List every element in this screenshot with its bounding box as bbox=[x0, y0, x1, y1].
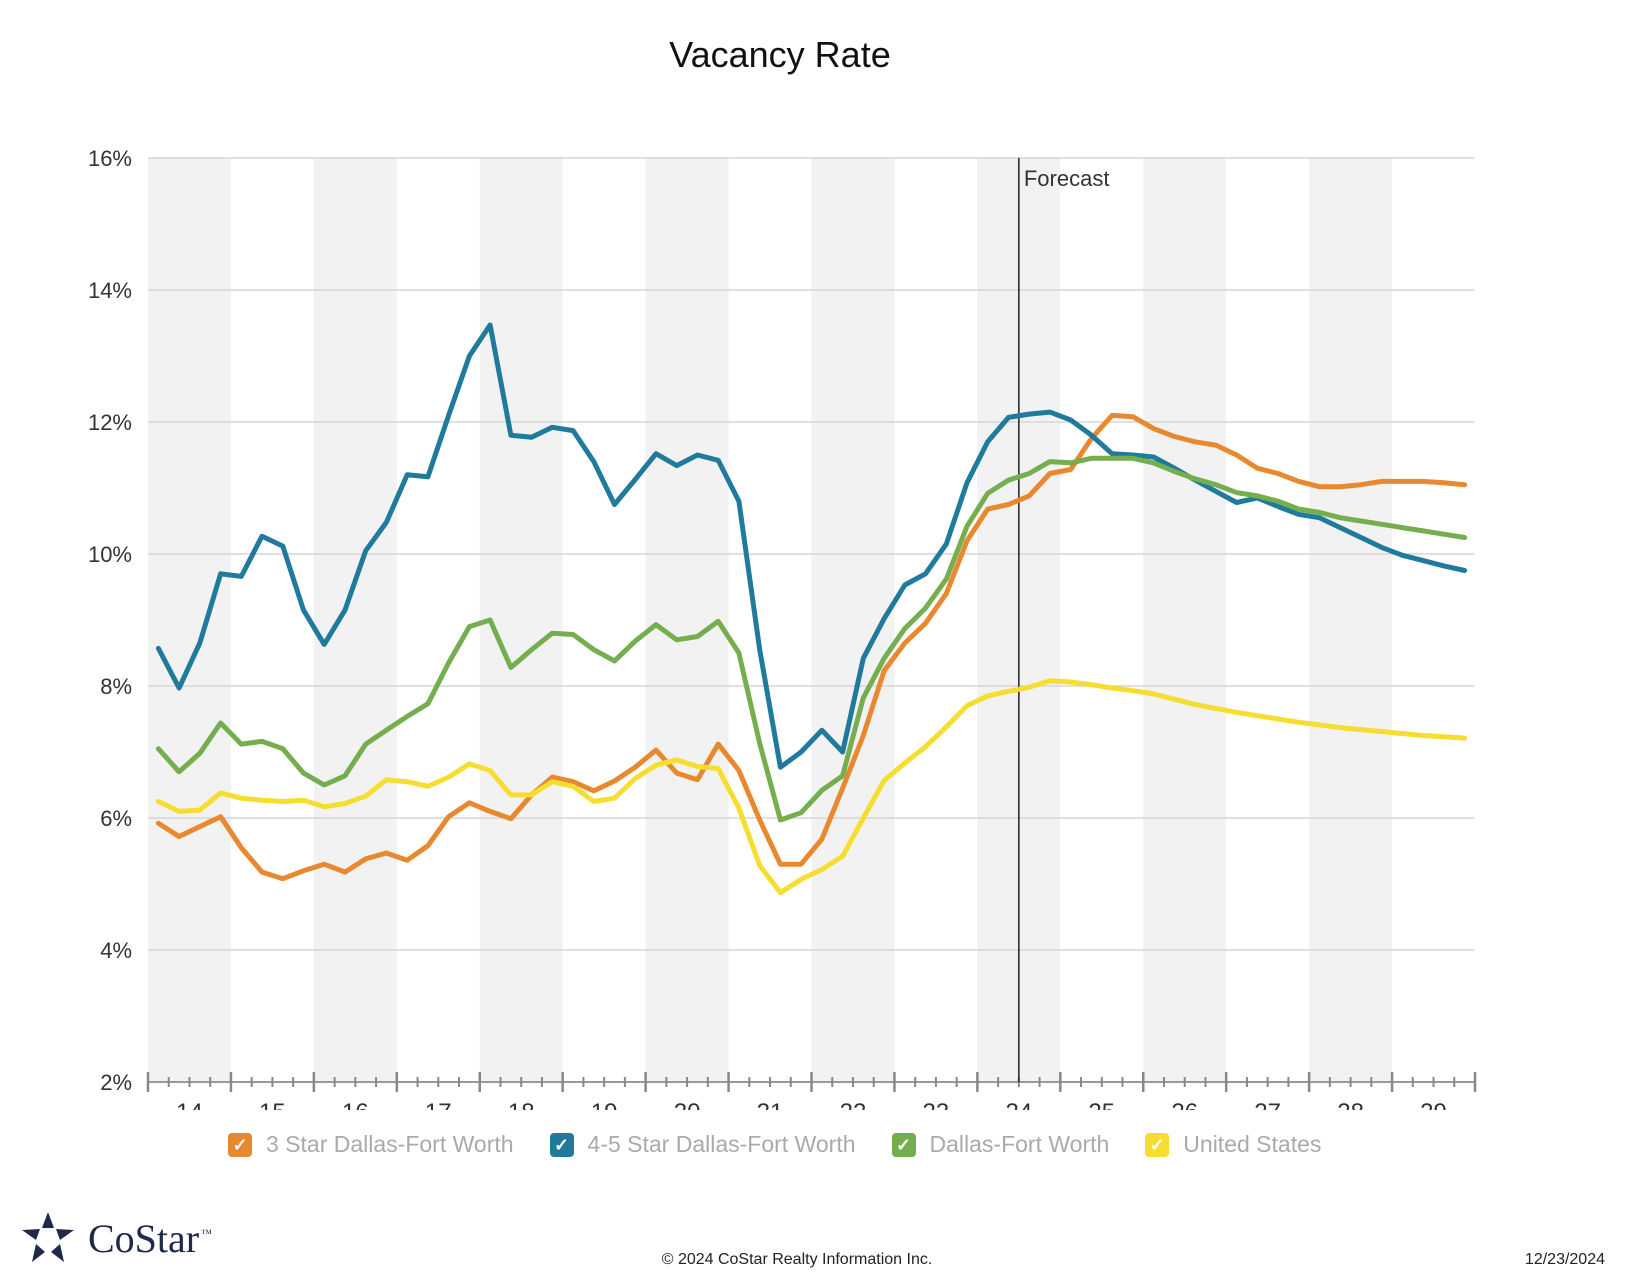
x-tick-label: 18 bbox=[508, 1099, 535, 1110]
legend-label: United States bbox=[1183, 1131, 1322, 1157]
year-band bbox=[1143, 158, 1227, 1082]
logo-trademark: ™ bbox=[201, 1228, 212, 1241]
checkbox-icon[interactable]: ✓ bbox=[1145, 1132, 1170, 1157]
copyright-text: © 2024 CoStar Realty Information Inc. bbox=[661, 1251, 933, 1268]
y-tick-label: 8% bbox=[100, 674, 132, 699]
gridlines bbox=[148, 157, 1475, 1083]
legend-label: 4-5 Star Dallas-Fort Worth bbox=[587, 1131, 856, 1157]
x-tick-label: 19 bbox=[591, 1099, 618, 1110]
x-tick-label: 24 bbox=[1005, 1099, 1032, 1110]
y-tick-label: 10% bbox=[88, 542, 132, 567]
legend-item-united-states[interactable]: ✓ United States bbox=[1145, 1131, 1321, 1158]
x-tick-label: 16 bbox=[342, 1099, 369, 1110]
year-band bbox=[148, 158, 231, 1082]
x-tick-label: 17 bbox=[425, 1099, 452, 1110]
x-tick-label: 26 bbox=[1171, 1099, 1198, 1110]
year-bands bbox=[148, 158, 1393, 1082]
x-tick-label: 15 bbox=[259, 1099, 286, 1110]
vacancy-rate-chart: 2% 4% 6% 8% 10% 12% 14% 16% 14 15 16 17 18 19 20 21 22 2… bbox=[88, 146, 1477, 1110]
legend-label: 3 Star Dallas-Fort Worth bbox=[266, 1131, 514, 1157]
y-tick-label: 6% bbox=[100, 806, 132, 831]
forecast-marker: Forecast bbox=[1018, 158, 1110, 1082]
year-band bbox=[479, 158, 563, 1082]
chart-title: Vacancy Rate bbox=[669, 34, 891, 75]
x-tick-label: 29 bbox=[1420, 1099, 1447, 1110]
series-line bbox=[155, 322, 1468, 770]
series-lines bbox=[155, 322, 1468, 896]
legend-label: Dallas-Fort Worth bbox=[929, 1131, 1110, 1157]
series-line bbox=[155, 455, 1468, 823]
x-tick-label: 27 bbox=[1254, 1099, 1281, 1110]
year-band bbox=[313, 158, 397, 1082]
y-tick-label: 2% bbox=[100, 1070, 132, 1095]
legend-item-4-5-star[interactable]: ✓ 4-5 Star Dallas-Fort Worth bbox=[549, 1131, 856, 1158]
date-stamp: 12/23/2024 bbox=[1524, 1251, 1605, 1268]
legend-item-dallas-fort-worth[interactable]: ✓ Dallas-Fort Worth bbox=[891, 1131, 1110, 1158]
year-band bbox=[645, 158, 729, 1082]
x-tick-label: 20 bbox=[674, 1099, 701, 1110]
x-tick-label: 28 bbox=[1337, 1099, 1364, 1110]
year-band bbox=[1309, 158, 1393, 1082]
y-tick-label: 14% bbox=[88, 278, 132, 303]
x-tick-label: 14 bbox=[176, 1099, 203, 1110]
legend-item-3-star[interactable]: ✓ 3 Star Dallas-Fort Worth bbox=[228, 1131, 514, 1158]
y-tick-label: 16% bbox=[88, 146, 132, 171]
x-tick-label: 22 bbox=[840, 1099, 867, 1110]
x-axis: 14 15 16 17 18 19 20 21 22 23 24 25 26 27 28 29 bbox=[146, 1072, 1477, 1110]
costar-star-icon bbox=[22, 1212, 74, 1262]
checkbox-icon[interactable]: ✓ bbox=[891, 1132, 916, 1157]
logo-wordmark: CoStar bbox=[88, 1215, 200, 1261]
series-line bbox=[155, 412, 1468, 882]
x-tick-label: 23 bbox=[923, 1099, 950, 1110]
y-axis: 2% 4% 6% 8% 10% 12% 14% 16% bbox=[88, 146, 132, 1095]
x-tick-label: 21 bbox=[757, 1099, 784, 1110]
costar-logo: CoStar ™ bbox=[20, 1210, 212, 1266]
checkbox-icon[interactable]: ✓ bbox=[228, 1132, 252, 1157]
forecast-label: Forecast bbox=[1024, 166, 1110, 191]
x-tick-label: 25 bbox=[1088, 1099, 1115, 1110]
checkbox-icon[interactable]: ✓ bbox=[549, 1132, 574, 1157]
series-line bbox=[155, 678, 1468, 896]
logo-text: CoStar ™ bbox=[88, 1215, 212, 1262]
y-tick-label: 4% bbox=[100, 938, 132, 963]
legend: ✓ 3 Star Dallas-Fort Worth ✓ 4-5 Star Da… bbox=[228, 1131, 1357, 1158]
y-tick-label: 12% bbox=[88, 410, 132, 435]
